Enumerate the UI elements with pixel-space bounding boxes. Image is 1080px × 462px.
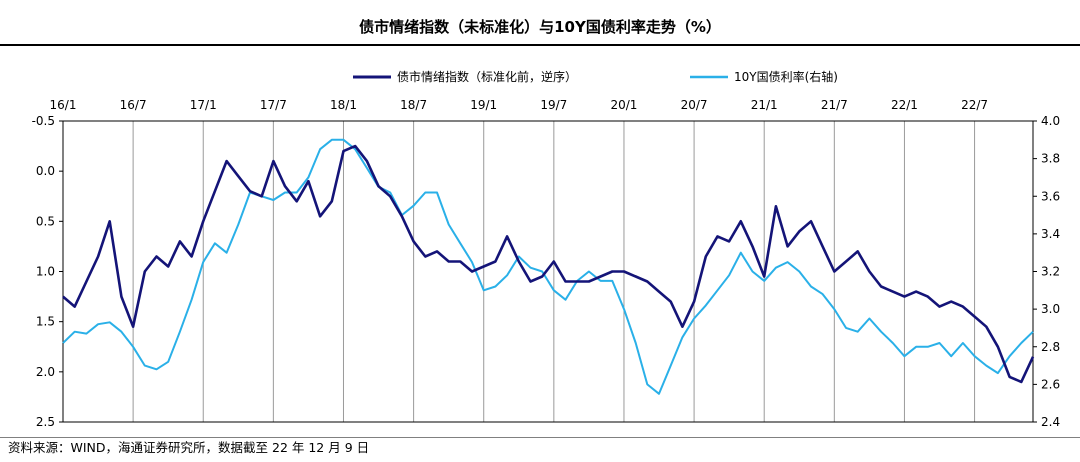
x-tick-label: 20/7: [681, 98, 708, 112]
x-tick-label: 21/1: [751, 98, 778, 112]
legend-label-sentiment-index: 债市情绪指数（标准化前，逆序）: [397, 69, 577, 84]
right-y-tick-label: 3.4: [1041, 227, 1060, 241]
right-y-tick-label: 2.8: [1041, 340, 1060, 354]
x-tick-label: 21/7: [821, 98, 848, 112]
plot-area-frame: [62, 120, 1034, 423]
chart-title: 债市情绪指数（未标准化）与10Y国债利率走势（%）: [359, 18, 721, 36]
right-y-tick-label: 2.4: [1041, 415, 1060, 429]
vertical-gridlines: [132, 121, 976, 422]
left-y-tick-label: -0.5: [32, 114, 55, 128]
series-line-sentiment-index: [62, 144, 1035, 384]
x-tick-label: 22/7: [961, 98, 988, 112]
x-tick-label: 16/7: [120, 98, 147, 112]
series-lines: [62, 138, 1035, 395]
x-tick-label: 22/1: [891, 98, 918, 112]
x-tick-label: 16/1: [50, 98, 77, 112]
left-y-tick-label: 1.5: [36, 315, 55, 329]
right-y-tick-label: 4.0: [1041, 114, 1060, 128]
x-tick-label: 19/1: [470, 98, 497, 112]
legend: 债市情绪指数（标准化前，逆序） 10Y国债利率(右轴): [353, 69, 838, 84]
x-tick-label: 17/7: [260, 98, 287, 112]
left-y-tick-label: 0.5: [36, 214, 55, 228]
source-note: 资料来源：WIND，海通证券研究所，数据截至 22 年 12 月 9 日: [8, 440, 370, 455]
x-tick-label: 19/7: [540, 98, 567, 112]
right-y-tick-label: 3.0: [1041, 302, 1060, 316]
title-rule: [0, 44, 1080, 46]
legend-label-10y-yield: 10Y国债利率(右轴): [734, 69, 838, 84]
x-tick-label: 18/7: [400, 98, 427, 112]
line-chart: 16/1 16/7 17/1 17/7 18/1 18/7 19/1 19/7 20/1 20/7…: [32, 69, 1061, 429]
x-tick-label: 17/1: [190, 98, 217, 112]
series-line-10y-yield: [62, 138, 1034, 395]
left-y-tick-label: 1.0: [36, 265, 55, 279]
left-y-axis-ticks: -0.5 0.0 0.5 1.0 1.5 2.0 2.5: [32, 114, 63, 429]
right-y-axis-ticks: 4.0 3.8 3.6 3.4 3.2 3.0 2.8 2.6 2.4: [1033, 114, 1060, 429]
x-axis-ticks: 16/1 16/7 17/1 17/7 18/1 18/7 19/1 19/7 20/1 20/7…: [50, 98, 989, 112]
right-y-tick-label: 3.8: [1041, 152, 1060, 166]
right-y-tick-label: 2.6: [1041, 377, 1060, 391]
x-tick-label: 18/1: [330, 98, 357, 112]
right-y-tick-label: 3.2: [1041, 265, 1060, 279]
left-y-tick-label: 0.0: [36, 164, 55, 178]
x-tick-label: 20/1: [610, 98, 637, 112]
right-y-tick-label: 3.6: [1041, 189, 1060, 203]
source-rule: [0, 437, 1080, 438]
left-y-tick-label: 2.0: [36, 365, 55, 379]
left-y-tick-label: 2.5: [36, 415, 55, 429]
